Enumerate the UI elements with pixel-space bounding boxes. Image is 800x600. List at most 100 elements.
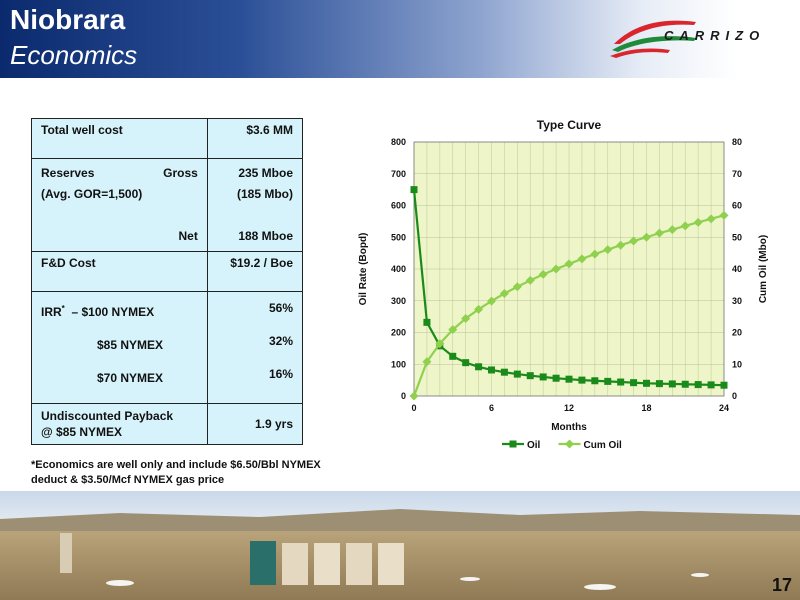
- x-tick-label: 0: [411, 403, 416, 413]
- total-cost-value: $3.6 MM: [206, 118, 304, 159]
- data-point-cum-oil: [474, 304, 484, 314]
- data-point-cum-oil: [461, 314, 471, 324]
- payback-value: 1.9 yrs: [206, 403, 304, 445]
- table-row-payback: Undiscounted Payback @ $85 NYMEX 1.9 yrs: [31, 403, 304, 445]
- data-point-cum-oil: [654, 228, 664, 238]
- ridge: [0, 509, 800, 535]
- table-row-total-cost: Total well cost $3.6 MM: [31, 118, 304, 159]
- reserves-gross-oil: (185 Mbo): [236, 187, 293, 201]
- legend-label-cum-oil: Cum Oil: [584, 440, 623, 451]
- y2-tick-label: 80: [732, 137, 742, 147]
- data-point-oil: [462, 359, 470, 367]
- plot-border: [413, 141, 725, 397]
- y2-tick-label: 50: [732, 232, 742, 242]
- data-point-oil: [539, 373, 547, 381]
- data-point-oil: [655, 380, 663, 388]
- reserves-net-label: Net: [178, 229, 198, 243]
- data-point-oil: [578, 376, 586, 384]
- fd-cost-value: $19.2 / Boe: [206, 251, 304, 292]
- x-tick-label: 24: [719, 403, 729, 413]
- y-tick-label: 500: [391, 232, 406, 242]
- data-point-cum-oil: [512, 282, 522, 292]
- data-point-oil: [681, 380, 689, 388]
- data-point-oil: [604, 377, 612, 385]
- irr-row-85-label: $85 NYMEX: [97, 338, 164, 352]
- y2-tick-label: 60: [732, 201, 742, 211]
- x-tick-label: 12: [564, 403, 574, 413]
- data-point-oil: [565, 375, 573, 383]
- x-tick-label: 18: [641, 403, 651, 413]
- data-point-cum-oil: [409, 391, 419, 401]
- data-point-oil: [423, 318, 431, 326]
- data-point-cum-oil: [642, 232, 651, 242]
- data-point-oil: [720, 381, 728, 389]
- y2-tick-label: 0: [732, 391, 737, 401]
- page-title: Niobrara: [10, 4, 126, 35]
- y-tick-label: 800: [391, 137, 406, 147]
- data-point-cum-oil: [499, 288, 509, 298]
- snow-patches: [106, 573, 709, 590]
- table-row-fd-cost: F&D Cost $19.2 / Boe: [31, 251, 304, 292]
- landscape-photo: [0, 491, 800, 600]
- payback-label-2: @ $85 NYMEX: [41, 425, 123, 439]
- data-point-cum-oil: [629, 236, 639, 246]
- table-row-irr: IRR* – $100 NYMEX $85 NYMEX $70 NYMEX 56…: [31, 291, 304, 404]
- data-point-oil: [707, 381, 715, 389]
- reserves-net-value: 188 Mboe: [238, 229, 293, 243]
- data-point-cum-oil: [525, 275, 535, 285]
- payback-label-1: Undiscounted Payback: [41, 409, 174, 423]
- data-point-cum-oil: [667, 225, 677, 235]
- data-point-oil: [513, 370, 521, 378]
- y2-tick-label: 20: [732, 328, 742, 338]
- data-point-cum-oil: [487, 296, 496, 306]
- logo-swoosh-green: [612, 36, 696, 52]
- irr-row-70-value: 16%: [268, 367, 293, 381]
- y2-axis-label: Cum Oil (Mbo): [758, 235, 769, 303]
- data-point-oil: [591, 377, 599, 385]
- x-axis-label: Months: [551, 422, 587, 433]
- data-point-cum-oil: [590, 249, 600, 259]
- data-point-oil: [617, 378, 625, 386]
- y-tick-label: 300: [391, 296, 406, 306]
- y2-tick-label: 40: [732, 264, 742, 274]
- data-point-cum-oil: [435, 339, 445, 349]
- data-point-oil: [668, 380, 676, 388]
- reserves-gor-label: (Avg. GOR=1,500): [41, 187, 143, 201]
- irr-row-70-label: $70 NYMEX: [97, 371, 164, 385]
- data-point-oil: [630, 379, 638, 387]
- economics-table: Total well cost $3.6 MM Reserves Gross (…: [31, 118, 304, 445]
- page-number: 17: [771, 575, 792, 595]
- irr-row-85-value: 32%: [268, 334, 293, 348]
- data-point-oil: [410, 186, 418, 194]
- data-point-oil: [694, 381, 702, 389]
- data-point-cum-oil: [616, 240, 626, 250]
- data-point-cum-oil: [448, 325, 458, 335]
- legend-marker-cum-oil: [565, 439, 574, 449]
- reserves-gross-value: 235 Mboe: [238, 166, 293, 180]
- legend-label-oil: Oil: [527, 440, 541, 451]
- logo-swoosh-red: [614, 20, 696, 44]
- y2-tick-label: 70: [732, 169, 742, 179]
- data-point-cum-oil: [603, 245, 613, 255]
- y2-tick-label: 30: [732, 296, 742, 306]
- data-point-cum-oil: [693, 217, 703, 227]
- legend-marker-oil: [509, 440, 517, 448]
- data-point-oil: [552, 374, 560, 382]
- data-point-cum-oil: [551, 264, 561, 274]
- table-row-reserves: Reserves Gross (Avg. GOR=1,500) Net 235 …: [31, 158, 304, 252]
- y2-tick-label: 10: [732, 359, 742, 369]
- data-point-oil: [449, 352, 457, 360]
- y-tick-label: 600: [391, 201, 406, 211]
- fd-cost-label: F&D Cost: [31, 251, 208, 292]
- data-point-oil: [475, 363, 483, 371]
- y-tick-label: 100: [391, 359, 406, 369]
- data-point-cum-oil: [422, 357, 432, 367]
- type-curve-chart: Type Curve010020030040050060070080001020…: [358, 118, 769, 451]
- data-point-oil: [643, 379, 650, 387]
- data-point-cum-oil: [706, 214, 716, 224]
- y-tick-label: 200: [391, 328, 406, 338]
- y-tick-label: 700: [391, 169, 406, 179]
- y-tick-label: 400: [391, 264, 406, 274]
- data-point-oil: [526, 372, 534, 380]
- data-point-cum-oil: [577, 254, 587, 264]
